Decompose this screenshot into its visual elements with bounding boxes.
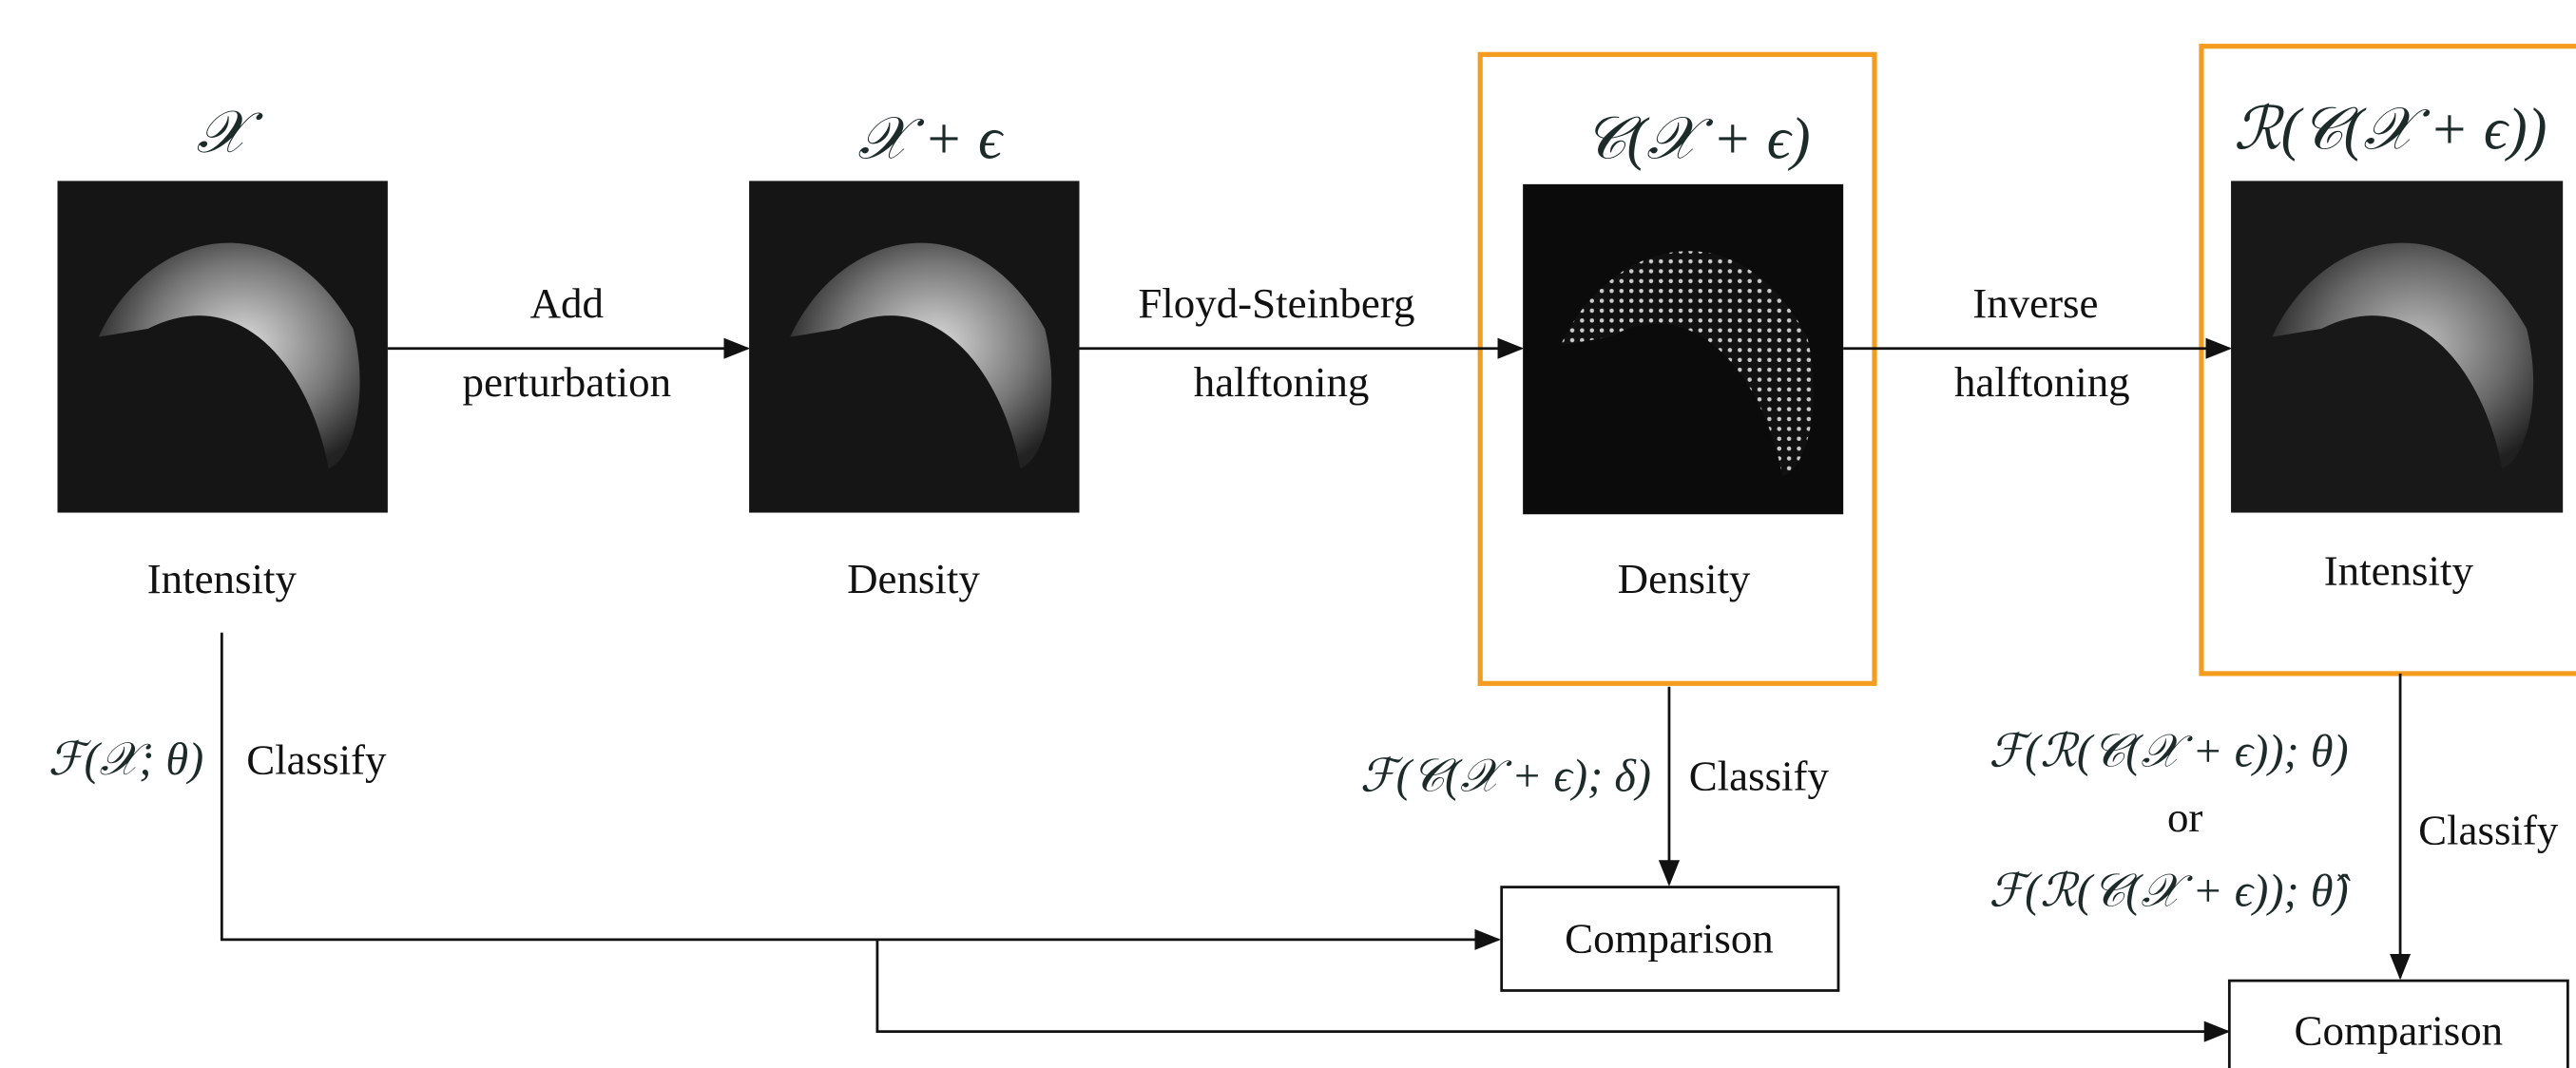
diagram: 𝒳 𝒳 + ϵ 𝒞(𝒳 + ϵ) ℛ(𝒞(𝒳 + ϵ)) Intensity D… (0, 0, 2576, 1068)
edge-label: halftoning (1194, 358, 1370, 406)
node-title: 𝒞(𝒳 + ϵ) (1584, 107, 1810, 172)
edge-label: Add (530, 279, 604, 327)
node-title: 𝒳 + ϵ (857, 107, 1005, 172)
classifier-formula: ℱ(𝒳; θ) (48, 734, 203, 785)
node-title: ℛ(𝒞(𝒳 + ϵ)) (2234, 97, 2547, 162)
arrow (221, 633, 1498, 940)
node-caption: Intensity (2324, 547, 2474, 595)
classifier-formula: ℱ(ℛ(𝒞(𝒳 + ϵ)); θ) (1989, 726, 2348, 776)
page: {"nodes": [ {"title": "𝒳", "caption": "I… (0, 0, 2576, 1068)
image-original (57, 181, 387, 512)
image-perturbed (749, 181, 1079, 512)
edge-label: halftoning (1954, 358, 2130, 406)
edge-label: Inverse (1972, 279, 2098, 327)
edge-label: Floyd-Steinberg (1138, 279, 1414, 327)
node-caption: Density (1618, 555, 1751, 602)
or-label: or (2167, 793, 2202, 841)
classify-label: Classify (2418, 807, 2559, 854)
classify-label: Classify (1689, 753, 1830, 800)
comparison-label: Comparison (1565, 915, 1774, 963)
node-caption: Intensity (147, 555, 298, 602)
classifier-formula: ℱ(𝒞(𝒳 + ϵ); δ) (1360, 751, 1651, 801)
edge-label: perturbation (462, 358, 671, 406)
classify-label: Classify (246, 735, 387, 783)
image-reconstructed (2231, 181, 2563, 512)
classifier-formula: ℱ(ℛ(𝒞(𝒳 + ϵ)); θ̂) (1989, 866, 2351, 916)
node-caption: Density (847, 555, 980, 602)
comparison-label: Comparison (2295, 1006, 2504, 1054)
node-title: 𝒳 (197, 101, 264, 165)
image-halftone (1523, 184, 1843, 514)
